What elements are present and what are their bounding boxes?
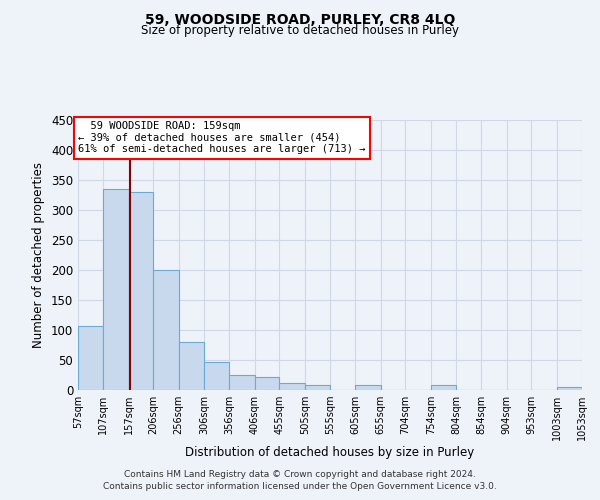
Text: Size of property relative to detached houses in Purley: Size of property relative to detached ho… — [141, 24, 459, 37]
Bar — [431, 385, 456, 390]
Text: Contains public sector information licensed under the Open Government Licence v3: Contains public sector information licen… — [103, 482, 497, 491]
X-axis label: Distribution of detached houses by size in Purley: Distribution of detached houses by size … — [185, 446, 475, 459]
Bar — [229, 375, 254, 390]
Bar — [280, 384, 305, 390]
Bar — [204, 362, 229, 390]
Text: 59 WOODSIDE ROAD: 159sqm
← 39% of detached houses are smaller (454)
61% of semi-: 59 WOODSIDE ROAD: 159sqm ← 39% of detach… — [78, 121, 365, 154]
Text: Contains HM Land Registry data © Crown copyright and database right 2024.: Contains HM Land Registry data © Crown c… — [124, 470, 476, 479]
Bar — [305, 385, 330, 390]
Bar — [355, 385, 380, 390]
Bar — [557, 387, 582, 390]
Text: 59, WOODSIDE ROAD, PURLEY, CR8 4LQ: 59, WOODSIDE ROAD, PURLEY, CR8 4LQ — [145, 12, 455, 26]
Bar — [78, 326, 103, 390]
Bar — [103, 189, 128, 390]
Bar — [154, 270, 179, 390]
Bar — [254, 377, 280, 390]
Bar — [128, 192, 154, 390]
Y-axis label: Number of detached properties: Number of detached properties — [32, 162, 46, 348]
Bar — [179, 342, 204, 390]
